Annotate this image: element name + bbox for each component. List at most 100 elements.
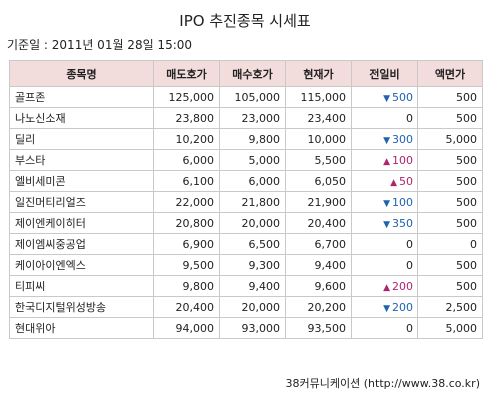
col-header-name: 종목명 [9,60,154,87]
cell-bid: 23,000 [219,107,286,129]
cell-change: 0 [351,233,418,255]
cell-ask: 9,500 [153,254,220,276]
triangle-down-icon: ▼ [383,198,390,209]
cell-stock-name: 엘비세미콘 [9,170,154,192]
cell-ask: 10,200 [153,128,220,150]
cell-price: 9,600 [285,275,352,297]
col-header-bid: 매수호가 [219,60,286,87]
cell-price: 5,500 [285,149,352,171]
page-title: IPO 추진종목 시세표 [179,12,311,30]
change-value: 200 [392,279,413,293]
cell-stock-name: 제이엠씨중공업 [9,233,154,255]
cell-bid: 9,800 [219,128,286,150]
table-row: 케이아이엔엑스 9,500 9,300 9,400 0 500 [9,254,483,276]
cell-ask: 23,800 [153,107,220,129]
cell-stock-name: 골프존 [9,86,154,108]
change-value: 100 [392,195,413,209]
cell-stock-name: 제이엔케이히터 [9,212,154,234]
cell-bid: 6,500 [219,233,286,255]
cell-bid: 20,000 [219,296,286,318]
cell-ask: 9,800 [153,275,220,297]
cell-bid: 9,300 [219,254,286,276]
cell-change: ▲ 50 [351,170,418,192]
cell-change: ▼ 500 [351,86,418,108]
cell-stock-name: 일진머티리얼즈 [9,191,154,213]
cell-change: ▼ 100 [351,191,418,213]
cell-par: 500 [417,107,483,129]
cell-par: 5,000 [417,317,483,339]
change-value: 0 [406,258,413,272]
cell-price: 93,500 [285,317,352,339]
cell-bid: 6,000 [219,170,286,192]
table-row: 딜리 10,200 9,800 10,000 ▼ 300 5,000 [9,128,483,150]
cell-ask: 22,000 [153,191,220,213]
cell-ask: 6,100 [153,170,220,192]
triangle-down-icon: ▼ [383,303,390,314]
cell-change: 0 [351,254,418,276]
base-date: 기준일 : 2011년 01월 28일 15:00 [7,38,193,52]
cell-stock-name: 티피씨 [9,275,154,297]
change-value: 0 [406,237,413,251]
cell-stock-name: 현대위아 [9,317,154,339]
cell-change: ▲ 200 [351,275,418,297]
triangle-up-icon: ▲ [383,156,390,167]
cell-par: 500 [417,212,483,234]
cell-price: 115,000 [285,86,352,108]
cell-par: 500 [417,86,483,108]
cell-price: 6,050 [285,170,352,192]
quote-table: 종목명 매도호가 매수호가 현재가 전일비 액면가 골프존 125,000 105,… [9,60,483,339]
cell-par: 500 [417,254,483,276]
cell-stock-name: 딜리 [9,128,154,150]
table-row: 나노신소재 23,800 23,000 23,400 0 500 [9,107,483,129]
cell-bid: 9,400 [219,275,286,297]
triangle-down-icon: ▼ [383,135,390,146]
cell-stock-name: 나노신소재 [9,107,154,129]
cell-price: 9,400 [285,254,352,276]
cell-ask: 20,800 [153,212,220,234]
table-row: 한국디지털위성방송 20,400 20,000 20,200 ▼ 200 2,500 [9,296,483,318]
cell-par: 500 [417,149,483,171]
table-row: 제이엠씨중공업 6,900 6,500 6,700 0 0 [9,233,483,255]
cell-change: 0 [351,107,418,129]
cell-stock-name: 부스타 [9,149,154,171]
col-header-change: 전일비 [351,60,418,87]
change-value: 500 [392,90,413,104]
cell-bid: 93,000 [219,317,286,339]
cell-ask: 94,000 [153,317,220,339]
change-value: 0 [406,321,413,335]
cell-bid: 21,800 [219,191,286,213]
cell-par: 2,500 [417,296,483,318]
cell-stock-name: 한국디지털위성방송 [9,296,154,318]
cell-price: 20,200 [285,296,352,318]
cell-price: 20,400 [285,212,352,234]
table-row: 현대위아 94,000 93,000 93,500 0 5,000 [9,317,483,339]
cell-change: ▼ 350 [351,212,418,234]
cell-price: 21,900 [285,191,352,213]
change-value: 350 [392,216,413,230]
col-header-par: 액면가 [417,60,483,87]
triangle-up-icon: ▲ [383,282,390,293]
cell-change: 0 [351,317,418,339]
table-row: 제이엔케이히터 20,800 20,000 20,400 ▼ 350 500 [9,212,483,234]
change-value: 0 [406,111,413,125]
source-credit: 38커뮤니케이션 (http://www.38.co.kr) [285,377,480,390]
change-value: 100 [392,153,413,167]
table-row: 엘비세미콘 6,100 6,000 6,050 ▲ 50 500 [9,170,483,192]
cell-bid: 105,000 [219,86,286,108]
triangle-up-icon: ▲ [390,177,397,188]
cell-ask: 6,900 [153,233,220,255]
cell-ask: 6,000 [153,149,220,171]
table-row: 골프존 125,000 105,000 115,000 ▼ 500 500 [9,86,483,108]
cell-ask: 125,000 [153,86,220,108]
col-header-price: 현재가 [285,60,352,87]
table-row: 티피씨 9,800 9,400 9,600 ▲ 200 500 [9,275,483,297]
change-value: 300 [392,132,413,146]
cell-price: 6,700 [285,233,352,255]
cell-price: 23,400 [285,107,352,129]
cell-bid: 5,000 [219,149,286,171]
triangle-down-icon: ▼ [383,93,390,104]
table-header-row: 종목명 매도호가 매수호가 현재가 전일비 액면가 [9,60,483,87]
change-value: 50 [399,174,413,188]
cell-change: ▼ 300 [351,128,418,150]
cell-par: 500 [417,275,483,297]
